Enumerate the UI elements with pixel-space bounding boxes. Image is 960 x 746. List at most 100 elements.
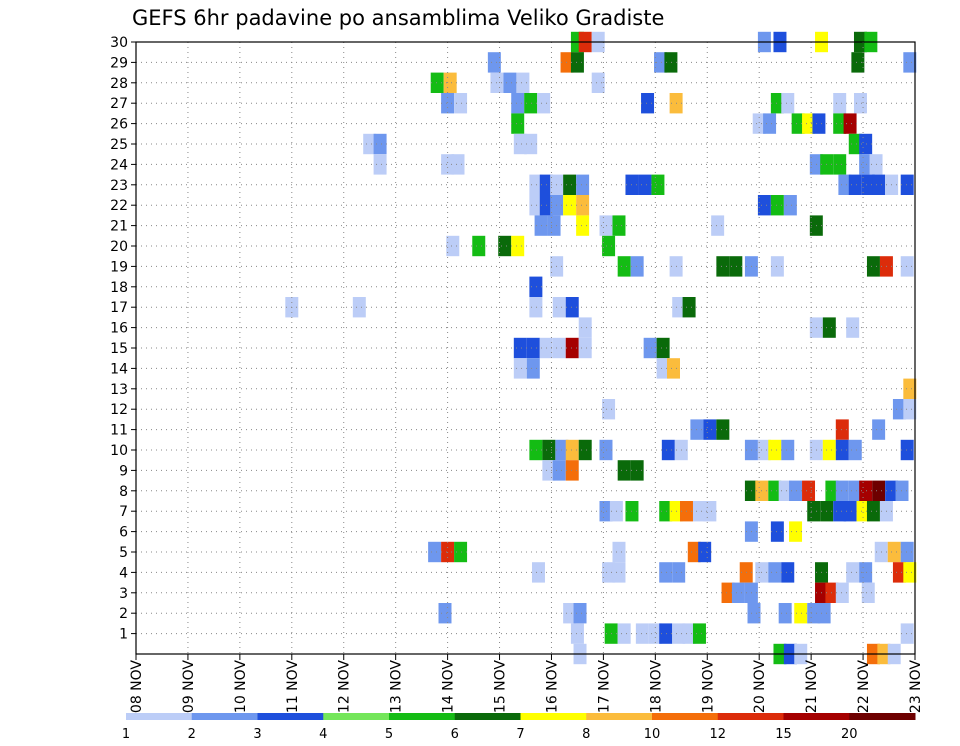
- heatmap-cell: [537, 93, 551, 114]
- y-tick-label: 23: [110, 178, 128, 194]
- heatmap-cell: [617, 460, 631, 481]
- heatmap-cell: [651, 174, 665, 195]
- colorbar-label: 8: [582, 727, 590, 742]
- heatmap-cell: [612, 541, 626, 563]
- heatmap-cell: [472, 235, 486, 257]
- heatmap-cell: [903, 562, 917, 583]
- heatmap-cell: [591, 72, 605, 93]
- y-tick-label: 19: [110, 259, 128, 275]
- y-tick-label: 29: [110, 55, 128, 71]
- y-tick-label: 12: [110, 402, 128, 418]
- chart-title: GEFS 6hr padavine po ansamblima Veliko G…: [132, 6, 665, 30]
- heatmap-cell: [667, 358, 680, 379]
- heatmap-cell: [531, 562, 545, 583]
- heatmap-cell: [835, 480, 849, 501]
- heatmap-cell: [454, 93, 468, 114]
- heatmap-cell: [833, 113, 847, 134]
- y-tick-label: 9: [119, 463, 128, 479]
- colorbar-swatch: [126, 713, 193, 720]
- heatmap-cell: [846, 317, 860, 338]
- heatmap-cell: [428, 541, 442, 563]
- y-tick-label: 30: [110, 35, 128, 51]
- x-tick-label: 08 NOV: [129, 660, 145, 714]
- heatmap-cell: [802, 480, 816, 501]
- heatmap-cell: [635, 623, 649, 644]
- heatmap-cell: [547, 215, 561, 236]
- x-tick-label: 22 NOV: [856, 660, 872, 714]
- heatmap-cell: [612, 215, 626, 236]
- heatmap-cell: [529, 174, 543, 195]
- colorbar-swatch: [257, 713, 324, 720]
- heatmap-cell: [656, 358, 670, 379]
- heatmap-cell: [768, 562, 782, 583]
- heatmap-cell: [672, 297, 686, 318]
- colorbar-label: 15: [775, 727, 792, 742]
- heatmap-cell: [833, 154, 847, 175]
- heatmap-cell: [833, 501, 847, 522]
- colorbar-swatch: [783, 713, 850, 720]
- heatmap-cell: [552, 337, 566, 359]
- heatmap-cell: [692, 623, 706, 644]
- heatmap-cell: [565, 460, 579, 481]
- heatmap-cell: [576, 195, 590, 216]
- heatmap-cell: [560, 52, 574, 73]
- heatmap-cell: [838, 174, 852, 195]
- heatmap-cell: [578, 439, 592, 461]
- y-tick-label: 15: [110, 341, 128, 357]
- heatmap-cells: [285, 31, 917, 665]
- colorbar-label: 10: [644, 727, 661, 742]
- heatmap-cell: [529, 195, 543, 216]
- heatmap-cell: [872, 174, 886, 195]
- heatmap-cell: [903, 52, 917, 73]
- heatmap-cell: [692, 501, 706, 522]
- heatmap-cell: [781, 93, 795, 114]
- heatmap-cell: [516, 72, 530, 93]
- x-tick-label: 18 NOV: [648, 660, 664, 714]
- heatmap-cell: [851, 52, 865, 73]
- heatmap-cell: [441, 154, 455, 175]
- heatmap-cell: [513, 337, 527, 359]
- colorbar-swatch: [586, 713, 653, 720]
- heatmap-cell: [900, 256, 914, 277]
- heatmap-cell: [576, 215, 590, 236]
- heatmap-cell: [892, 562, 906, 583]
- heatmap-cell: [373, 133, 387, 155]
- heatmap-cell: [835, 419, 849, 440]
- heatmap-cell: [373, 154, 387, 175]
- heatmap-cell: [757, 439, 771, 461]
- heatmap-cell: [511, 235, 525, 257]
- colorbar-swatch: [717, 713, 784, 720]
- heatmap-cell: [856, 501, 870, 522]
- colorbar-label: 5: [385, 727, 393, 742]
- heatmap-cell: [599, 501, 613, 522]
- heatmap-cell: [576, 174, 590, 195]
- heatmap-cell: [859, 154, 873, 175]
- colorbar-swatch: [323, 713, 390, 720]
- heatmap-cell: [565, 337, 579, 359]
- heatmap-cell: [526, 358, 540, 379]
- heatmap-cell: [770, 93, 784, 114]
- heatmap-cell: [503, 72, 517, 93]
- heatmap-cell: [721, 582, 735, 603]
- heatmap-cell: [783, 195, 797, 216]
- y-tick-label: 10: [110, 443, 128, 459]
- x-tick-label: 15 NOV: [493, 660, 509, 714]
- heatmap-cell: [352, 297, 366, 318]
- heatmap-cell: [757, 195, 771, 216]
- heatmap-cell: [903, 399, 917, 420]
- x-tick-label: 17 NOV: [596, 660, 612, 714]
- colorbar-label: 4: [319, 727, 327, 742]
- y-tick-label: 20: [110, 239, 128, 255]
- y-tick-label: 4: [119, 565, 128, 581]
- x-tick-label: 11 NOV: [285, 660, 301, 714]
- heatmap-cell: [812, 113, 826, 134]
- heatmap-cell: [542, 439, 556, 461]
- y-tick-label: 27: [110, 96, 128, 112]
- heatmap-cell: [711, 215, 725, 236]
- heatmap-cell: [529, 297, 543, 318]
- heatmap-cell: [563, 195, 577, 216]
- heatmap-cell: [778, 480, 792, 501]
- heatmap-cell: [659, 501, 673, 522]
- heatmap-cell: [822, 317, 836, 338]
- heatmap-cell: [900, 623, 914, 644]
